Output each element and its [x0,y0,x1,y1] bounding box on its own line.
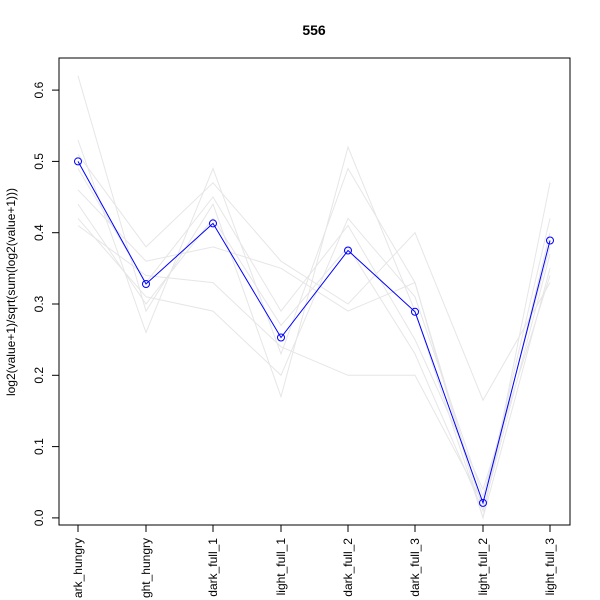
data-point-dark_hungry [74,157,82,166]
data-point-light_full_3 [546,236,554,245]
x-tick-label-dark_full_3: dark_full_3 [408,538,422,597]
background-series-line-8 [77,203,551,513]
background-series-line-6 [77,218,551,506]
data-point-light_full_1 [277,333,285,342]
y-tick-label-5: 0.5 [32,153,46,170]
x-tick-label-light_full_2: light_full_2 [476,538,490,596]
highlight-series-group [74,157,554,507]
x-axis: ark_hungry ght_hungry dark_full_1 light_ful… [71,524,557,598]
data-point-dark_full_1 [209,219,217,228]
y-axis: 0.0 0.1 0.2 0.3 0.4 0.5 0.6 [32,81,60,526]
data-point-dark_full_2 [344,246,352,255]
y-axis-title: log2(value+1)/sqrt(sum(log2(value+1))) [4,188,18,396]
x-tick-label-light_hungry: ght_hungry [139,538,153,598]
chart-title: 556 [302,22,326,38]
background-series-line-4 [77,217,551,499]
background-series-group [77,75,551,520]
x-tick-label-light_full_1: light_full_1 [274,538,288,596]
x-tick-label-dark_hungry: ark_hungry [71,538,85,598]
y-tick-label-1: 0.1 [32,438,46,455]
data-point-light_hungry [142,280,150,288]
x-tick-label-dark_full_1: dark_full_1 [206,538,220,597]
background-series-line-5 [77,189,551,520]
y-tick-label-2: 0.2 [32,367,46,384]
background-series-line-2 [77,139,551,513]
y-tick-label-0: 0.0 [32,509,46,526]
y-tick-label-3: 0.3 [32,295,46,312]
background-series-line-7 [77,168,551,491]
background-series-line-3 [77,154,551,402]
highlight-series-line [77,161,551,505]
y-tick-label-4: 0.4 [32,224,46,241]
x-tick-label-light_full_3: light_full_3 [543,538,557,596]
data-point-light_full_2 [479,498,487,507]
x-tick-label-dark_full_2: dark_full_2 [341,538,355,597]
data-point-dark_full_3 [411,307,419,316]
y-tick-label-6: 0.6 [32,81,46,98]
